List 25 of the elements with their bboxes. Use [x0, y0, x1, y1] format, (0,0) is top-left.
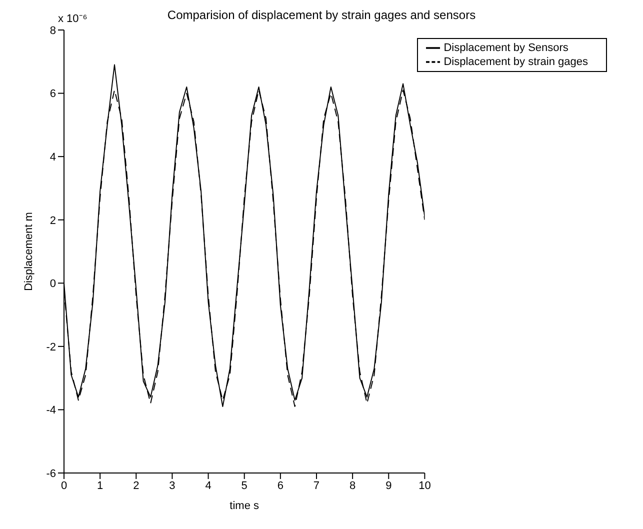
x-tick-label: 7	[313, 480, 320, 492]
y-tick-label: 8	[50, 24, 56, 37]
x-tick-label: 9	[386, 480, 392, 492]
x-tick-label: 10	[418, 480, 431, 492]
x-tick-label: 4	[205, 480, 212, 492]
y-tick-label: 2	[50, 214, 56, 227]
chart-title: Comparision of displacement by strain gages and sensors	[167, 8, 476, 22]
x-tick-label: 2	[133, 480, 140, 492]
x-axis-title: time s	[230, 500, 260, 512]
x-tick-label: 1	[97, 480, 104, 492]
x-tick-label: 8	[350, 480, 356, 492]
y-tick-label: -6	[46, 468, 56, 480]
y-tick-label: -4	[46, 404, 56, 417]
text: x 10⁻⁶	[58, 12, 88, 25]
y-axis-title: Displacement m	[22, 212, 35, 291]
x-tick-label: 6	[277, 480, 284, 492]
legend-label: Displacement by strain gages	[444, 56, 588, 68]
y-tick-label: 4	[50, 151, 56, 164]
y-tick-label: -2	[46, 341, 56, 354]
x-tick-label: 0	[60, 480, 68, 492]
x-tick-label: 3	[169, 480, 176, 492]
legend-label: Displacement by Sensors	[444, 42, 568, 54]
y-tick-label: 6	[50, 88, 56, 100]
x-tick-label: 5	[241, 480, 248, 492]
y-tick-label: 0	[50, 278, 56, 290]
